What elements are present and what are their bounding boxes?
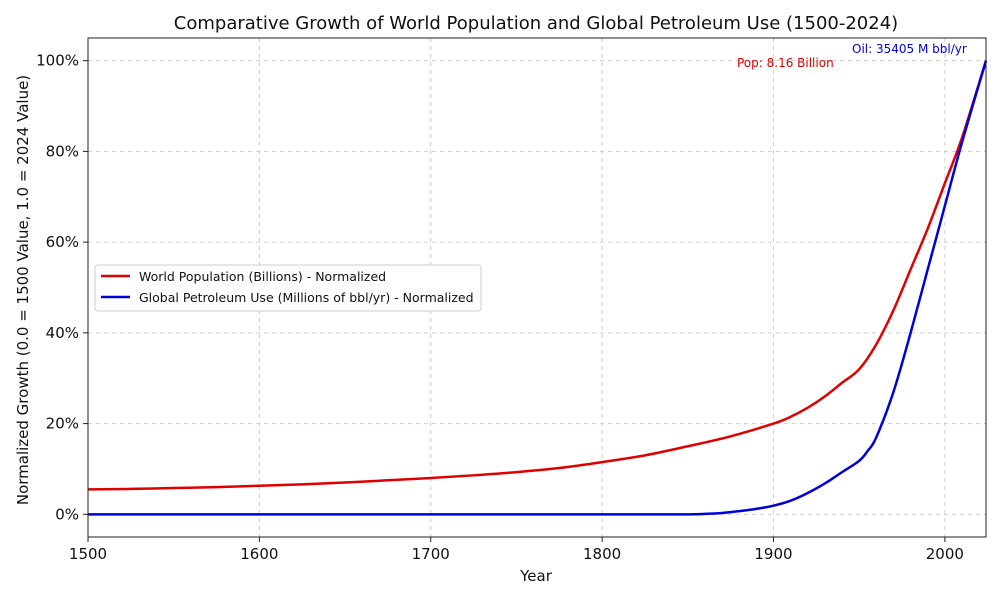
legend-label-oil: Global Petroleum Use (Millions of bbl/yr…: [139, 290, 474, 305]
y-tick-label: 20%: [46, 415, 79, 433]
y-axis: 0% 20% 40% 60% 80% 100%: [36, 52, 88, 523]
annotation-population: Pop: 8.16 Billion: [737, 56, 834, 70]
x-tick-label: 1800: [583, 545, 621, 563]
y-tick-label: 60%: [46, 233, 79, 251]
x-tick-label: 1600: [240, 545, 278, 563]
x-tick-label: 1500: [69, 545, 107, 563]
legend-box: [94, 264, 482, 312]
plot-frame: [87, 37, 987, 538]
legend-label-population: World Population (Billions) - Normalized: [139, 269, 386, 284]
x-axis: 1500 1600 1700 1800 1900 2000: [69, 537, 964, 563]
x-tick-label: 1900: [754, 545, 792, 563]
series-oil-line: [87, 60, 988, 516]
series-population-line: [87, 60, 988, 491]
chart-title: Comparative Growth of World Population a…: [174, 13, 898, 34]
legend: World Population (Billions) - Normalized…: [94, 264, 482, 312]
y-tick-label: 80%: [46, 142, 79, 160]
y-tick-label: 100%: [36, 52, 79, 70]
annotation-oil: Oil: 35405 M bbl/yr: [852, 42, 967, 56]
y-tick-label: 0%: [55, 505, 79, 523]
series-layer: [87, 60, 988, 516]
x-axis-label: Year: [519, 567, 553, 585]
y-tick-label: 40%: [46, 324, 79, 342]
y-axis-label: Normalized Growth (0.0 = 1500 Value, 1.0…: [14, 75, 32, 505]
x-tick-label: 2000: [926, 545, 964, 563]
x-tick-label: 1700: [412, 545, 450, 563]
